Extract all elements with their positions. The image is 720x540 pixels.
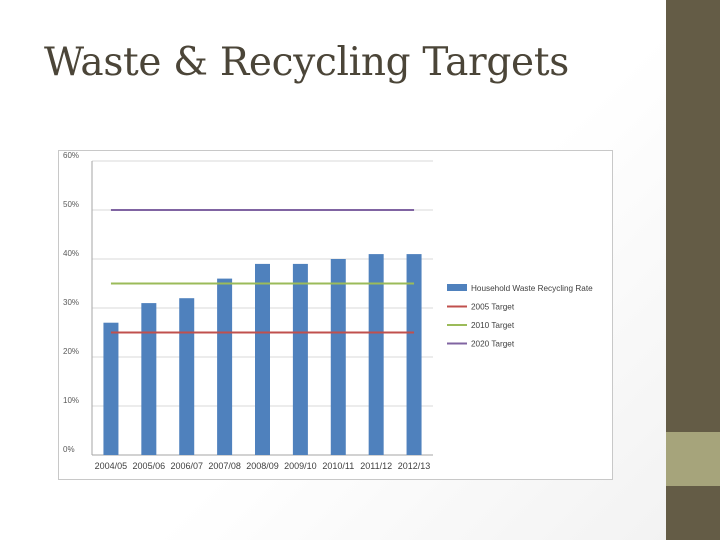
- x-tick-label: 2010/11: [322, 461, 354, 471]
- y-tick-label: 10%: [63, 396, 79, 405]
- bar: [141, 303, 157, 455]
- chart-frame: 0% 10% 20% 30% 40% 50% 60% 2004/05 2005/06 2006/0…: [58, 150, 613, 480]
- bar: [103, 322, 119, 455]
- y-tick-label: 0%: [63, 445, 75, 454]
- y-tick-label: 50%: [63, 200, 79, 209]
- x-tick-label: 2005/06: [133, 461, 166, 471]
- y-tick-label: 40%: [63, 249, 79, 258]
- axis-labels: 0% 10% 20% 30% 40% 50% 60% 2004/05 2005/06 2006/0…: [63, 151, 430, 471]
- bar: [292, 263, 308, 455]
- bar: [217, 278, 233, 455]
- legend-label: 2020 Target: [471, 340, 515, 349]
- legend: Household Waste Recycling Rate 2005 Targe…: [447, 284, 593, 349]
- bar: [255, 263, 270, 455]
- y-tick-label: 20%: [63, 347, 79, 356]
- x-tick-label: 2008/09: [246, 461, 279, 471]
- target-lines: [110, 209, 415, 334]
- bar: [179, 298, 195, 455]
- recycling-chart: 0% 10% 20% 30% 40% 50% 60% 2004/05 2005/06 2006/0…: [63, 151, 593, 471]
- x-tick-label: 2004/05: [95, 461, 128, 471]
- legend-label: 2010 Target: [471, 321, 515, 330]
- x-tick-label: 2012/13: [398, 461, 431, 471]
- y-tick-label: 60%: [63, 151, 79, 160]
- x-tick-label: 2009/10: [284, 461, 317, 471]
- legend-label: 2005 Target: [471, 303, 515, 312]
- bars: [103, 254, 422, 455]
- x-tick-label: 2011/12: [360, 461, 392, 471]
- bar: [368, 254, 384, 455]
- bar: [406, 254, 422, 455]
- sidebar-accent-block: [666, 432, 720, 486]
- x-tick-label: 2007/08: [208, 461, 241, 471]
- y-tick-label: 30%: [63, 298, 79, 307]
- bar: [330, 259, 346, 455]
- x-tick-label: 2006/07: [170, 461, 203, 471]
- legend-label: Household Waste Recycling Rate: [471, 284, 593, 293]
- slide-title: Waste & Recycling Targets: [44, 40, 569, 85]
- legend-swatch-bar: [447, 284, 467, 291]
